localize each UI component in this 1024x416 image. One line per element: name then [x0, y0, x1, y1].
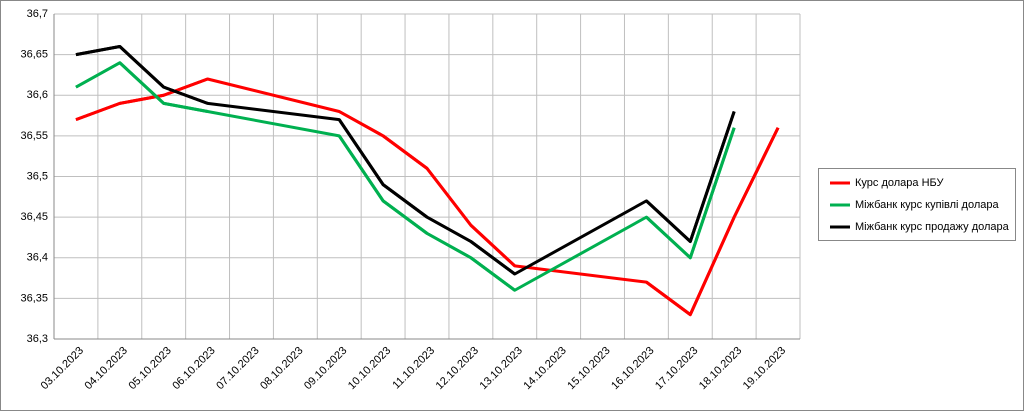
series-line [645, 111, 736, 243]
y-tick-label: 36,6 [27, 89, 48, 101]
y-tick-label: 36,45 [20, 211, 48, 223]
series-line [337, 118, 516, 276]
series-line [75, 77, 209, 122]
legend-label: Курс долара НБУ [855, 177, 944, 189]
series-line [337, 135, 516, 292]
y-tick-label: 36,65 [20, 49, 48, 61]
y-tick-label: 36,3 [27, 333, 48, 345]
y-tick-label: 36,4 [27, 252, 48, 264]
y-tick-label: 36,7 [27, 8, 48, 20]
legend-label: Міжбанк курс продажу долара [855, 221, 1010, 233]
series-line [338, 110, 516, 267]
y-tick-label: 36,35 [20, 292, 48, 304]
legend-box [818, 168, 1016, 241]
y-tick-label: 36,55 [20, 130, 48, 142]
series-line [75, 45, 209, 105]
series-line [645, 127, 780, 317]
y-tick-label: 36,5 [27, 170, 48, 182]
series-line [645, 127, 736, 260]
legend-label: Міжбанк курс купівлі долара [855, 199, 999, 211]
series-line [75, 61, 208, 113]
